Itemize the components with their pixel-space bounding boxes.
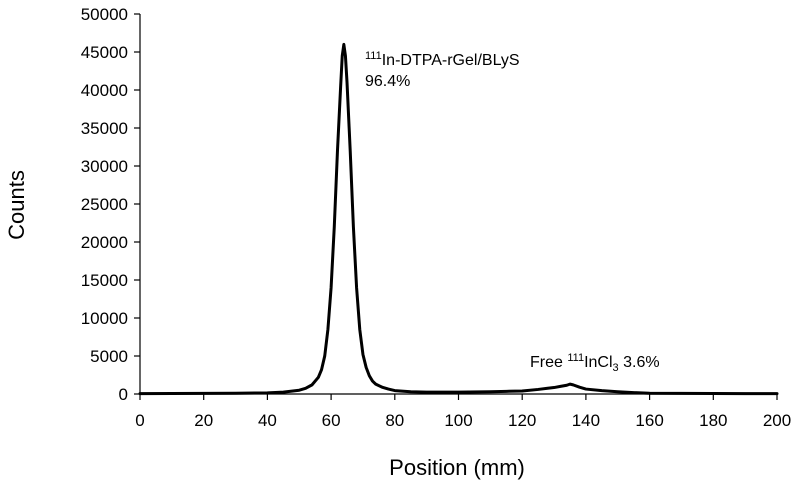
annotation-free-peak-prefix: Free [530, 354, 567, 371]
annotation-free-peak: Free 111InCl3 3.6% [530, 352, 660, 374]
x-tick-label: 120 [508, 411, 536, 430]
y-tick-label: 10000 [81, 309, 128, 328]
annotation-main-peak-label: In-DTPA-rGel/BLyS [382, 52, 520, 69]
x-axis-title: Position (mm) [389, 455, 525, 480]
x-tick-label: 40 [258, 411, 277, 430]
x-tick-label: 140 [572, 411, 600, 430]
axes [139, 14, 777, 395]
annotation-free-peak-percent: 3.6% [619, 354, 660, 371]
annotation-main-peak: 111In-DTPA-rGel/BLyS [365, 50, 520, 69]
y-tick-label: 25000 [81, 195, 128, 214]
x-tick-label: 100 [444, 411, 472, 430]
annotation-free-peak-label: InCl [584, 354, 612, 371]
y-axis-title: Counts [4, 170, 29, 240]
x-tick-label: 0 [135, 411, 144, 430]
x-tick-label: 200 [763, 411, 791, 430]
y-tick-label: 30000 [81, 157, 128, 176]
x-tick-label: 60 [322, 411, 341, 430]
x-tick-label: 180 [699, 411, 727, 430]
y-tick-label: 40000 [81, 81, 128, 100]
y-tick-label: 35000 [81, 119, 128, 138]
annotation-main-peak-percent: 96.4% [365, 73, 410, 90]
annotation-free-peak-subscript: 3 [613, 362, 619, 374]
y-tick-label: 5000 [90, 347, 128, 366]
y-ticks: 0 5000 10000 15000 20000 25000 30000 35000 40000… [81, 5, 140, 404]
series-line [138, 42, 779, 396]
y-tick-label: 15000 [81, 271, 128, 290]
x-tick-label: 80 [385, 411, 404, 430]
y-tick-label: 50000 [81, 5, 128, 24]
y-tick-label: 45000 [81, 43, 128, 62]
annotation-free-peak-superscript: 111 [567, 352, 584, 364]
x-ticks: 0 20 40 60 80 100 120 140 160 180 200 [135, 394, 791, 430]
annotation-main-peak-superscript: 111 [365, 50, 382, 62]
x-tick-label: 20 [194, 411, 213, 430]
y-tick-label: 20000 [81, 233, 128, 252]
x-tick-label: 160 [635, 411, 663, 430]
y-tick-label: 0 [119, 385, 128, 404]
